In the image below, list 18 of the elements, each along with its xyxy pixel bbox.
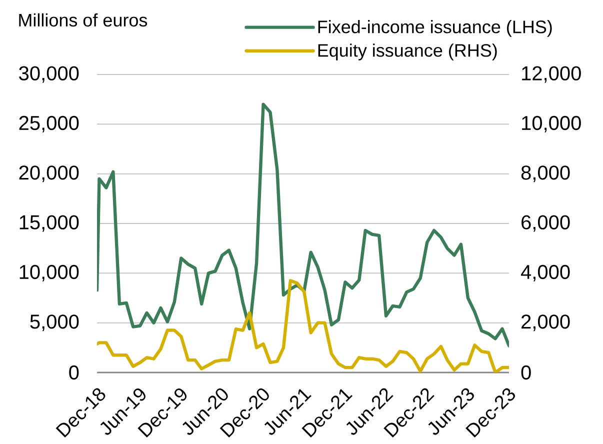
y2-tick-label: 8,000 [521,166,570,182]
y-tick-label: 0 [69,365,79,380]
y2-tick-label: 6,000 [522,215,570,232]
y2-tick-label: 10,000 [522,116,581,132]
y-axis-title: Millions of euros [19,13,148,27]
y2-tick-label: 12,000 [522,66,581,83]
y2-tick-label: 4,000 [520,264,570,282]
y2-tick-label: 0 [521,365,531,380]
y-tick-label: 20,000 [19,166,79,182]
y-tick-label: 15,000 [20,215,79,232]
y-tick-label: 10,000 [20,264,79,282]
y-tick-label: 25,000 [19,116,79,132]
legend-label: Fixed-income issuance (LHS) [318,20,552,37]
y-tick-label: 30,000 [19,66,79,83]
legend-label: Equity issuance (RHS) [318,44,497,60]
y2-tick-label: 2,000 [522,314,570,332]
line-series [97,102,510,348]
y-tick-label: 5,000 [30,314,79,332]
